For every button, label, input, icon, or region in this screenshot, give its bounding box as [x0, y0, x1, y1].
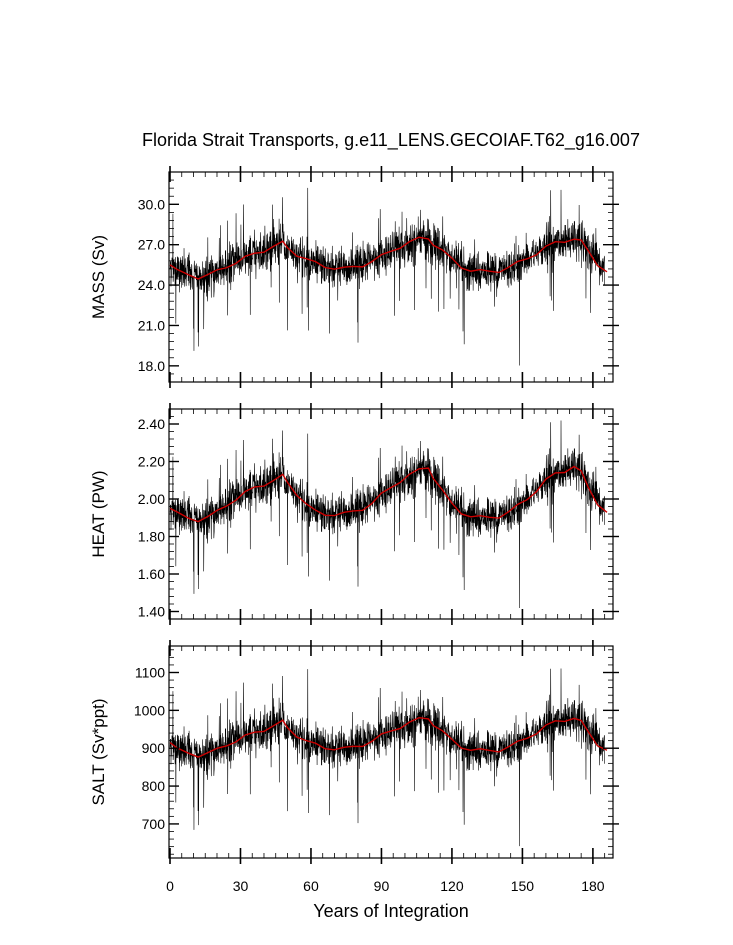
- y-tick-label-heat: 2.00: [138, 491, 165, 507]
- raw-series-line-salt: [169, 668, 605, 847]
- plot-frame-mass: [168, 171, 614, 383]
- raw-series-line-mass: [169, 187, 605, 366]
- y-tick-label-mass: 18.0: [138, 358, 165, 374]
- y-tick-label-heat: 1.80: [138, 529, 165, 545]
- x-axis-label: Years of Integration: [313, 901, 468, 921]
- y-tick-label-heat: 1.60: [138, 566, 165, 582]
- x-tick-label: 0: [166, 878, 174, 894]
- x-tick-label: 120: [440, 878, 464, 894]
- plot-frame-salt: [168, 645, 614, 859]
- y-tick-label-heat: 2.20: [138, 454, 165, 470]
- y-tick-label-salt: 1000: [134, 702, 165, 718]
- x-tick-label: 180: [581, 878, 605, 894]
- chart-title: Florida Strait Transports, g.e11_LENS.GE…: [142, 130, 640, 151]
- y-tick-label-mass: 24.0: [138, 277, 165, 293]
- y-tick-label-salt: 900: [142, 740, 166, 756]
- panel-salt: 700 800 900 1000 1100 SALT (Sv*ppt) 0 30 60 90 120…: [89, 640, 619, 894]
- x-tick-label: 60: [303, 878, 319, 894]
- y-tick-label-mass: 30.0: [138, 196, 165, 212]
- y-tick-label-mass: 21.0: [138, 317, 165, 333]
- y-axis-label-mass: MASS (Sv): [89, 235, 108, 319]
- plot-frame-heat: [168, 408, 614, 620]
- y-axis-label-salt: SALT (Sv*ppt): [89, 698, 108, 805]
- y-tick-label-salt: 700: [142, 816, 166, 832]
- smoothed-series-line-heat: [169, 465, 608, 523]
- smoothed-series-line-mass: [169, 236, 608, 280]
- raw-series-line-heat: [169, 420, 605, 609]
- panel-heat: 1.40 1.60 1.80 2.00 2.20 2.40 HEAT (PW): [89, 403, 619, 625]
- y-tick-label-heat: 1.40: [138, 604, 165, 620]
- panel-mass: 18.0 21.0 24.0 27.0 30.0 MASS (Sv): [89, 166, 619, 388]
- y-axis-label-heat: HEAT (PW): [89, 470, 108, 557]
- y-tick-label-salt: 1100: [135, 665, 165, 681]
- y-tick-label-salt: 800: [142, 778, 166, 794]
- panels-group: 18.0 21.0 24.0 27.0 30.0 MASS (Sv) 1.40 1.60 1.8…: [89, 166, 619, 894]
- x-tick-label: 150: [511, 878, 535, 894]
- x-tick-label: 30: [233, 878, 249, 894]
- y-tick-label-mass: 27.0: [138, 237, 165, 253]
- x-tick-label: 90: [374, 878, 390, 894]
- y-tick-label-heat: 2.40: [138, 416, 165, 432]
- smoothed-series-line-salt: [169, 717, 608, 758]
